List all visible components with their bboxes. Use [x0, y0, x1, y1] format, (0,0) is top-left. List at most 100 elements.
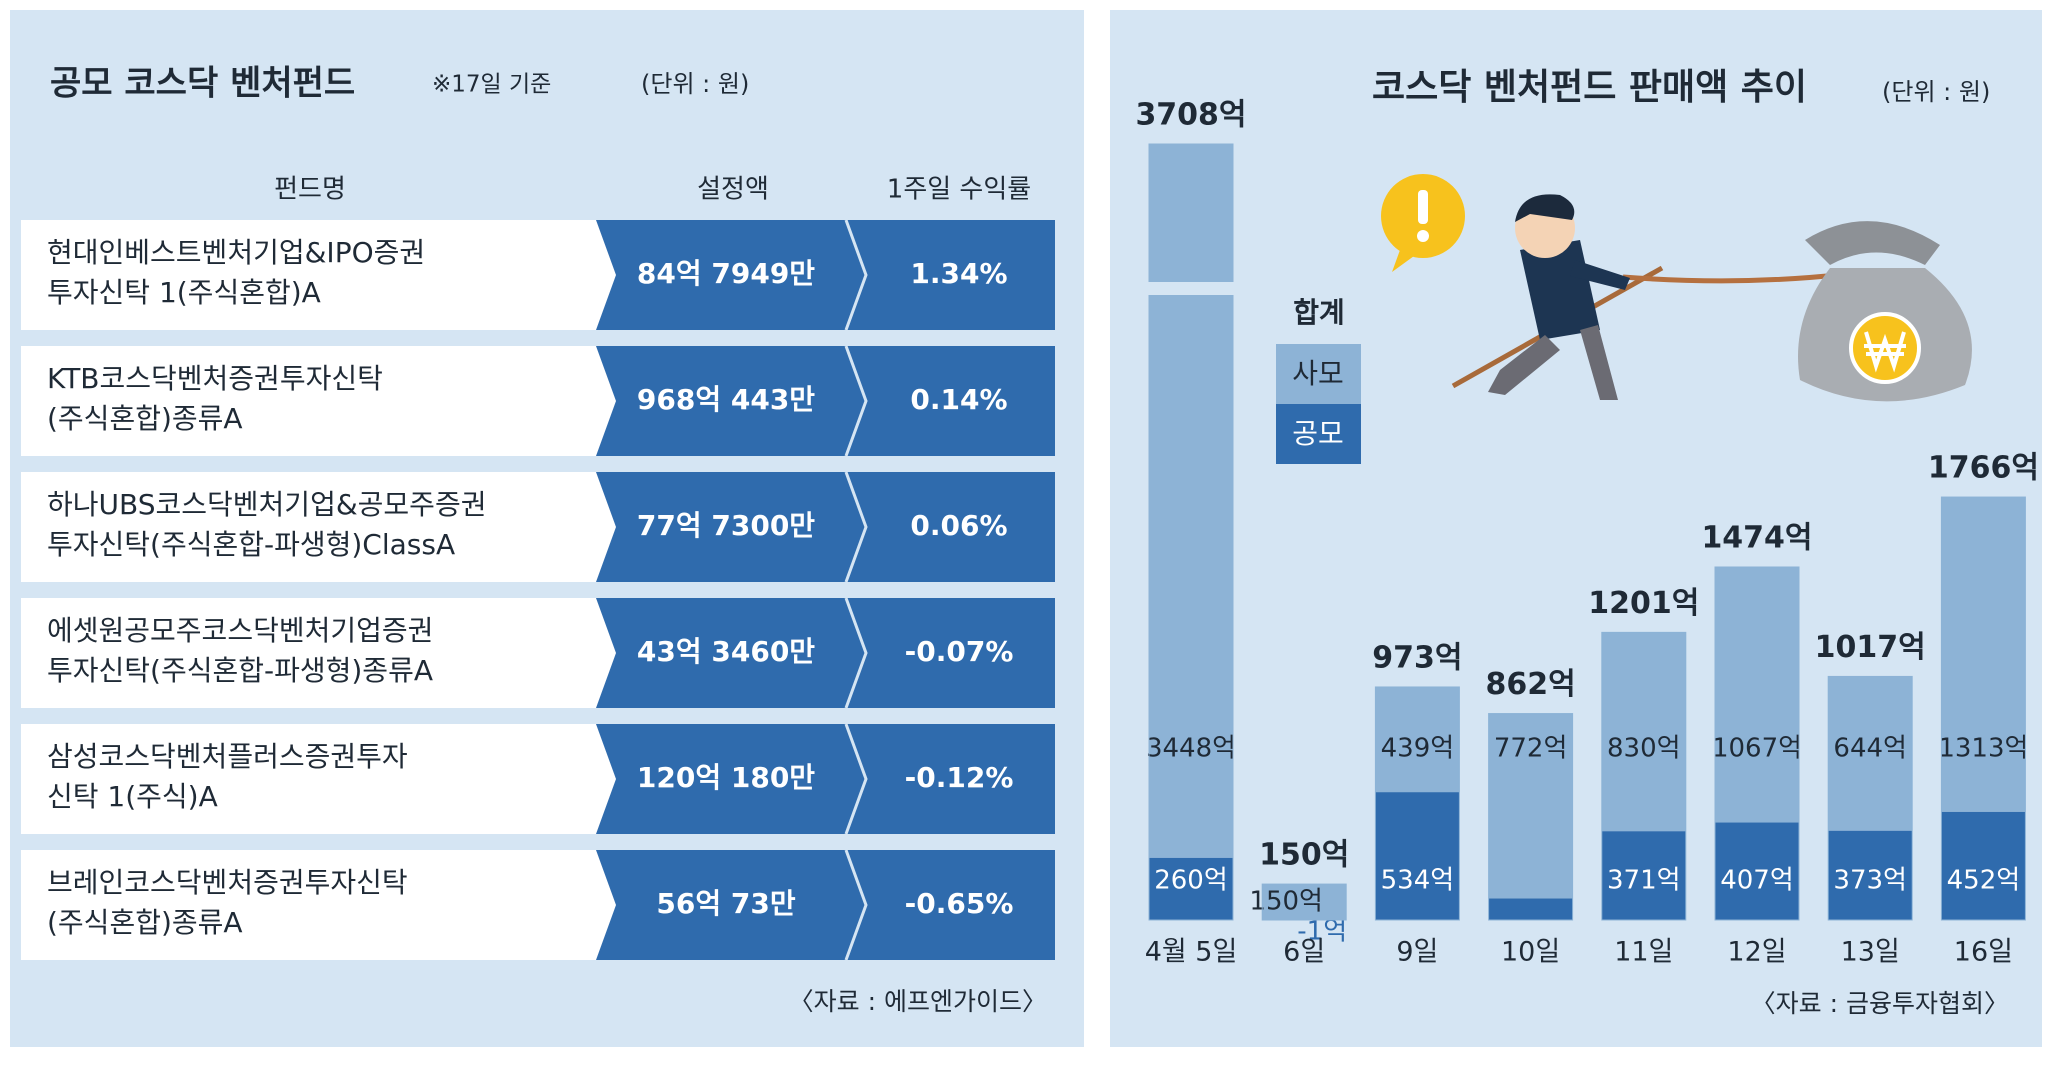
table-source: 〈자료 : 에프엔가이드〉	[789, 987, 1047, 1016]
row-divider	[844, 471, 868, 583]
x-tick-label: 13일	[1841, 937, 1900, 968]
value-label: 1067억	[1712, 734, 1802, 764]
fund-name: (주식혼합)종류A	[47, 402, 243, 435]
bar-segment	[1601, 831, 1686, 920]
value-label: 371억	[1607, 866, 1681, 896]
table-unit: (단위 : 원)	[641, 70, 749, 98]
fund-name: 투자신탁 1(주식혼합)A	[47, 276, 321, 309]
bar-total	[1488, 713, 1574, 921]
row-divider	[844, 849, 868, 961]
row-white	[21, 850, 616, 960]
value-label: 1313억	[1938, 734, 2028, 764]
fund-amount: 120억 180만	[637, 761, 815, 794]
row-blue	[590, 472, 1055, 582]
fund-amount: 43억 3460만	[637, 635, 815, 668]
bar-segment	[1375, 686, 1460, 793]
fund-return: 1.34%	[910, 257, 1007, 290]
column-header: 1주일 수익률	[887, 175, 1031, 205]
axis-break	[1147, 282, 1235, 295]
fund-return: -0.07%	[905, 635, 1014, 668]
legend-label: 공모	[1292, 417, 1344, 450]
fund-name: KTB코스닥벤처증권투자신탁	[47, 362, 383, 395]
fund-amount: 77억 7300만	[637, 509, 815, 542]
chart-unit: (단위 : 원)	[1882, 78, 1990, 106]
bar-segment	[1149, 857, 1233, 920]
total-label: 150억	[1259, 838, 1349, 873]
total-label: 1201억	[1588, 586, 1699, 621]
bar-segment	[1828, 676, 1913, 831]
value-label: 772억	[1494, 734, 1568, 764]
chart-title: 코스닥 벤처펀드 판매액 추이	[1372, 67, 1807, 108]
x-tick-label: 4월 5일	[1145, 937, 1238, 968]
fund-amount: 84억 7949만	[637, 257, 815, 290]
value-label: -1억	[1297, 917, 1347, 947]
row-white	[21, 598, 616, 708]
row-divider	[844, 219, 868, 331]
bar-segment	[1488, 713, 1573, 899]
total-label: 973억	[1372, 640, 1462, 675]
man-arm	[1570, 260, 1630, 290]
bar-total	[1374, 686, 1460, 921]
bar-segment	[1941, 811, 2026, 920]
row-divider	[844, 723, 868, 835]
bar-segment	[1601, 632, 1686, 832]
legend-label: 사모	[1292, 357, 1344, 390]
total-label: 1474억	[1701, 520, 1812, 555]
column-header: 펀드명	[274, 175, 346, 205]
value-label: 407억	[1720, 866, 1794, 896]
fund-amount: 968억 443만	[637, 383, 815, 416]
man-hair	[1515, 194, 1575, 222]
fund-amount: 56억 73만	[656, 887, 795, 920]
fund-return: -0.65%	[905, 887, 1014, 920]
x-tick-label: 10일	[1501, 937, 1560, 968]
fund-name: 투자신탁(주식혼합-파생형)종류A	[47, 654, 433, 687]
table-note: ※17일 기준	[432, 72, 551, 98]
bar-segment	[1941, 497, 2026, 812]
fund-return: 0.06%	[910, 509, 1007, 542]
value-label: 260억	[1154, 866, 1228, 896]
table-title: 공모 코스닥 벤처펀드	[50, 64, 355, 104]
row-blue	[590, 220, 1055, 330]
value-label: 150억	[1249, 887, 1323, 917]
bar-segment	[1375, 792, 1460, 920]
value-label: 452억	[1947, 866, 2021, 896]
man-leg	[1580, 325, 1618, 400]
fund-name: 삼성코스닥벤처플러스증권투자	[47, 740, 408, 773]
won-sign	[1864, 331, 1906, 373]
alert-bar	[1418, 190, 1428, 224]
fund-return: 0.14%	[910, 383, 1007, 416]
fund-name: 신탁 1(주식)A	[47, 780, 218, 813]
value-label: 534억	[1381, 866, 1455, 896]
row-blue	[590, 850, 1055, 960]
bar-segment	[1715, 822, 1799, 920]
legend-swatch	[1276, 344, 1361, 404]
bar-total	[1827, 675, 1913, 921]
row-blue	[590, 346, 1055, 456]
x-tick-label: 16일	[1954, 937, 2013, 968]
row-white	[21, 724, 616, 834]
total-label: 3708억	[1135, 98, 1246, 133]
man-leg	[1488, 335, 1560, 395]
fund-name: 하나UBS코스닥벤처기업&공모주증권	[47, 488, 486, 521]
fund-return: -0.12%	[905, 761, 1014, 794]
total-label: 862억	[1485, 667, 1575, 702]
bar-segment	[1488, 898, 1573, 920]
value-label: 373억	[1833, 866, 1907, 896]
x-tick-label: 6일	[1283, 937, 1325, 968]
row-blue	[590, 598, 1055, 708]
bar-segment	[1715, 566, 1799, 823]
x-tick-label: 9일	[1396, 937, 1438, 968]
total-label: 1766억	[1928, 451, 2039, 486]
bar-segment	[1828, 830, 1913, 920]
row-white	[21, 472, 616, 582]
row-divider	[844, 345, 868, 457]
fund-name: 에셋원공모주코스닥벤처기업증권	[47, 614, 433, 647]
fund-name: (주식혼합)종류A	[47, 906, 243, 939]
illustration	[1381, 174, 1972, 402]
bar-total	[1261, 883, 1347, 921]
row-blue	[590, 724, 1055, 834]
value-label: 3448억	[1146, 734, 1236, 764]
bar-total	[1714, 566, 1800, 921]
legend-swatch	[1276, 404, 1361, 464]
